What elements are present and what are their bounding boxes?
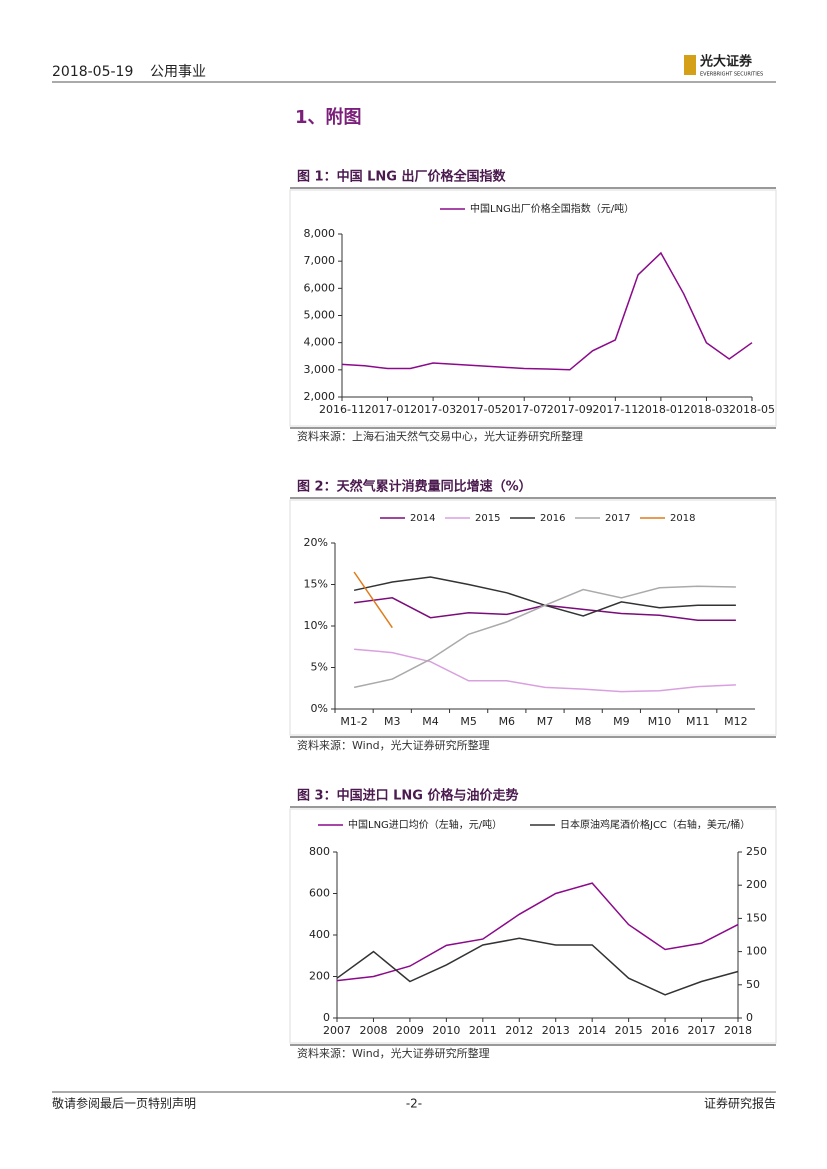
y2-tick-label: 50 bbox=[746, 978, 760, 991]
y-tick-label: 15% bbox=[304, 578, 328, 591]
y-tick-label: 7,000 bbox=[304, 254, 336, 267]
x-tick-label: M11 bbox=[686, 715, 710, 728]
legend-label: 2016 bbox=[540, 513, 565, 524]
y-tick-label: 10% bbox=[304, 619, 328, 632]
x-tick-label: 2018 bbox=[724, 1024, 752, 1037]
y-tick-label: 5,000 bbox=[304, 309, 336, 322]
x-tick-label: M12 bbox=[724, 715, 748, 728]
x-tick-label: 2007 bbox=[323, 1024, 351, 1037]
y-tick-label: 3,000 bbox=[304, 363, 336, 376]
chart-frame bbox=[289, 189, 777, 427]
x-tick-label: 2018-03 bbox=[683, 403, 729, 416]
source-note: 资料来源：Wind，光大证券研究所整理 bbox=[297, 738, 490, 752]
x-tick-label: 2015 bbox=[615, 1024, 643, 1037]
x-tick-label: M9 bbox=[613, 715, 630, 728]
legend-label: 日本原油鸡尾酒价格JCC（右轴，美元/桶） bbox=[560, 818, 750, 831]
y-tick-label: 5% bbox=[311, 661, 328, 674]
y2-tick-label: 0 bbox=[746, 1011, 753, 1024]
y-tick-label: 400 bbox=[309, 928, 330, 941]
x-tick-label: 2013 bbox=[542, 1024, 570, 1037]
logo-en: EVERBRIGHT SECURITIES bbox=[700, 72, 763, 78]
x-tick-label: 2017-01 bbox=[365, 403, 411, 416]
legend-label: 2017 bbox=[605, 513, 630, 524]
logo-icon bbox=[684, 55, 696, 75]
series-line bbox=[353, 571, 393, 629]
x-tick-label: M7 bbox=[537, 715, 554, 728]
y-tick-label: 200 bbox=[309, 970, 330, 983]
x-tick-label: 2016 bbox=[651, 1024, 679, 1037]
figure-title: 图 1：中国 LNG 出厂价格全国指数 bbox=[297, 169, 506, 185]
x-tick-label: M8 bbox=[575, 715, 592, 728]
x-tick-label: 2011 bbox=[469, 1024, 497, 1037]
x-tick-label: 2008 bbox=[359, 1024, 387, 1037]
x-tick-label: M4 bbox=[422, 715, 439, 728]
x-tick-label: 2017-03 bbox=[410, 403, 456, 416]
x-tick-label: M10 bbox=[648, 715, 672, 728]
y-tick-label: 0% bbox=[311, 702, 328, 715]
y2-tick-label: 200 bbox=[746, 878, 767, 891]
x-tick-label: M3 bbox=[384, 715, 401, 728]
chart-frame bbox=[289, 499, 777, 736]
figure-title: 图 2：天然气累计消费量同比增速（%） bbox=[297, 479, 532, 495]
section-title: 1、附图 bbox=[295, 106, 362, 128]
y2-tick-label: 100 bbox=[746, 945, 767, 958]
x-tick-label: 2017-07 bbox=[501, 403, 547, 416]
source-note: 资料来源：Wind，光大证券研究所整理 bbox=[297, 1046, 490, 1060]
figure-title: 图 3：中国进口 LNG 价格与油价走势 bbox=[297, 788, 518, 804]
x-tick-label: 2018-01 bbox=[638, 403, 684, 416]
y-tick-label: 20% bbox=[304, 536, 328, 549]
header-date: 2018-05-19 bbox=[52, 64, 133, 80]
series-line bbox=[354, 648, 736, 693]
x-tick-label: 2012 bbox=[505, 1024, 533, 1037]
logo-text: 光大证券 bbox=[699, 54, 753, 70]
legend-label: 中国LNG进口均价（左轴，元/吨） bbox=[348, 818, 502, 831]
series-line bbox=[336, 937, 739, 996]
footer-right: 证券研究报告 bbox=[704, 1096, 776, 1111]
x-tick-label: 2016-11 bbox=[319, 403, 365, 416]
x-tick-label: 2017-09 bbox=[547, 403, 593, 416]
series-line bbox=[336, 882, 739, 982]
y2-tick-label: 150 bbox=[746, 911, 767, 924]
series-line bbox=[354, 597, 736, 621]
legend-label: 中国LNG出厂价格全国指数（元/吨） bbox=[470, 202, 634, 215]
x-tick-label: 2010 bbox=[432, 1024, 460, 1037]
legend-label: 2014 bbox=[410, 513, 435, 524]
legend-label: 2015 bbox=[475, 513, 500, 524]
y-tick-label: 0 bbox=[323, 1011, 330, 1024]
series-line bbox=[353, 576, 736, 617]
header-sector: 公用事业 bbox=[150, 64, 206, 80]
y-tick-label: 2,000 bbox=[304, 390, 336, 403]
series-line bbox=[341, 251, 753, 371]
x-tick-label: 2017 bbox=[688, 1024, 716, 1037]
chart-frame bbox=[289, 808, 777, 1044]
x-tick-label: 2009 bbox=[396, 1024, 424, 1037]
y-tick-label: 8,000 bbox=[304, 227, 336, 240]
x-tick-label: 2017-05 bbox=[456, 403, 502, 416]
x-tick-label: M5 bbox=[460, 715, 477, 728]
source-note: 资料来源：上海石油天然气交易中心，光大证券研究所整理 bbox=[297, 429, 583, 443]
y-tick-label: 800 bbox=[309, 845, 330, 858]
x-tick-label: 2014 bbox=[578, 1024, 606, 1037]
footer-page: -2- bbox=[406, 1097, 422, 1111]
x-tick-label: M1-2 bbox=[340, 715, 367, 728]
y-tick-label: 4,000 bbox=[304, 336, 336, 349]
x-tick-label: 2018-05 bbox=[729, 403, 775, 416]
x-tick-label: M6 bbox=[499, 715, 516, 728]
x-tick-label: 2017-11 bbox=[592, 403, 638, 416]
y-tick-label: 600 bbox=[309, 887, 330, 900]
footer-left: 敬请参阅最后一页特别声明 bbox=[52, 1096, 196, 1111]
y-tick-label: 6,000 bbox=[304, 281, 336, 294]
legend-label: 2018 bbox=[670, 513, 695, 524]
y2-tick-label: 250 bbox=[746, 845, 767, 858]
series-line bbox=[353, 585, 736, 689]
